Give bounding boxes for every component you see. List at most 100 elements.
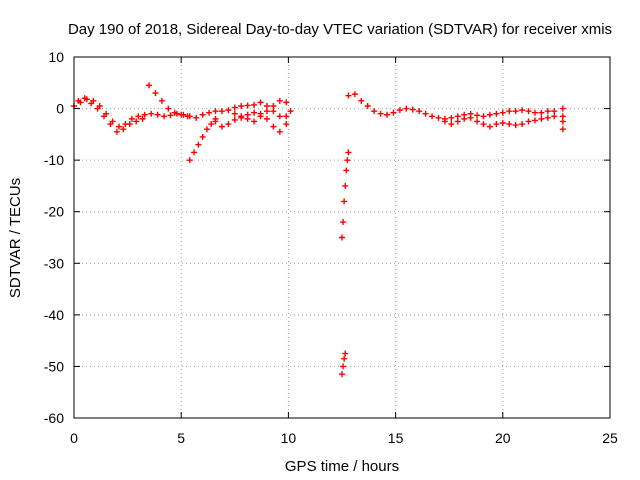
data-point [135,113,142,120]
y-axis: 10 0 -10 -20 -30 -40 -50 -60 [44,49,610,426]
data-point [113,128,120,135]
data-point [371,108,378,115]
data-point [263,102,270,109]
x-tick-label: 10 [281,430,297,446]
data-point [409,106,416,113]
data-point [263,108,270,115]
data-point [341,355,348,362]
y-tick-label: -30 [44,255,64,271]
data-point [126,121,133,128]
data-point [101,113,108,120]
series-arc-7 [339,149,352,241]
data-point [551,113,558,120]
data-point [390,109,397,116]
data-point [184,113,191,120]
data-points [71,82,566,378]
data-point [270,102,277,109]
data-point [107,121,114,128]
data-point [499,109,506,116]
data-point [208,121,215,128]
data-point [435,114,442,121]
data-point [193,114,200,121]
data-point [531,109,538,116]
x-axis-label: GPS time / hours [285,458,399,475]
data-point [191,149,198,156]
data-point [270,123,277,130]
data-point [148,110,155,117]
data-point [519,107,526,114]
data-point [342,182,349,189]
data-point [429,113,436,120]
data-point [206,109,213,116]
data-point [251,101,258,108]
data-point [139,115,146,122]
x-tick-label: 5 [177,430,185,446]
data-point [212,108,219,115]
data-point [342,350,349,357]
data-point [94,105,101,112]
y-tick-label: -50 [44,358,64,374]
series-arc-5 [212,97,290,130]
data-point [218,123,225,130]
y-tick-label: -60 [44,410,64,426]
data-point [538,115,545,122]
data-point [461,115,468,122]
data-point [199,133,206,140]
data-point [480,113,487,120]
data-point [486,123,493,130]
data-point [120,126,127,133]
data-point [238,102,245,109]
series-arc-8 [339,350,349,378]
series-arc-9 [345,91,558,122]
data-point [377,110,384,117]
data-point [116,123,123,130]
data-point [133,118,140,125]
data-point [551,108,558,115]
data-point [287,108,294,115]
series-arc-2 [75,95,146,135]
data-point [559,105,566,112]
data-point [403,105,410,112]
series-arc-3 [146,82,191,120]
data-point [339,371,345,378]
data-point [195,141,202,148]
data-point [512,122,519,129]
data-point [454,118,461,125]
x-axis: 0 5 10 15 20 25 [70,57,618,446]
series-arc-4 [186,115,219,164]
y-axis-label: SDTVAR / TECUs [7,178,24,298]
data-point [441,118,448,125]
y-tick-label: -10 [44,152,64,168]
data-point [519,121,526,128]
x-tick-label: 15 [388,430,404,446]
series-arc-11 [559,105,566,133]
data-point [283,113,290,120]
data-point [506,108,513,115]
data-point [171,109,178,116]
data-point [231,110,238,117]
data-point [344,157,351,164]
data-point [340,363,347,370]
data-point [351,91,358,98]
series-arc-10 [441,113,558,130]
data-point [341,198,348,205]
data-point [167,112,174,119]
data-point [544,108,551,115]
data-point [152,90,159,97]
data-point [384,111,391,118]
data-point [283,121,290,128]
data-point [231,116,238,123]
data-point [276,128,283,135]
data-point [364,102,371,109]
data-point [493,110,500,117]
data-point [422,110,429,117]
data-point [531,117,538,124]
x-tick-label: 20 [495,430,511,446]
data-point [474,118,481,125]
data-point [506,121,513,128]
data-point [448,114,455,121]
data-point [454,113,461,120]
data-point [128,115,135,122]
data-point [158,97,165,104]
